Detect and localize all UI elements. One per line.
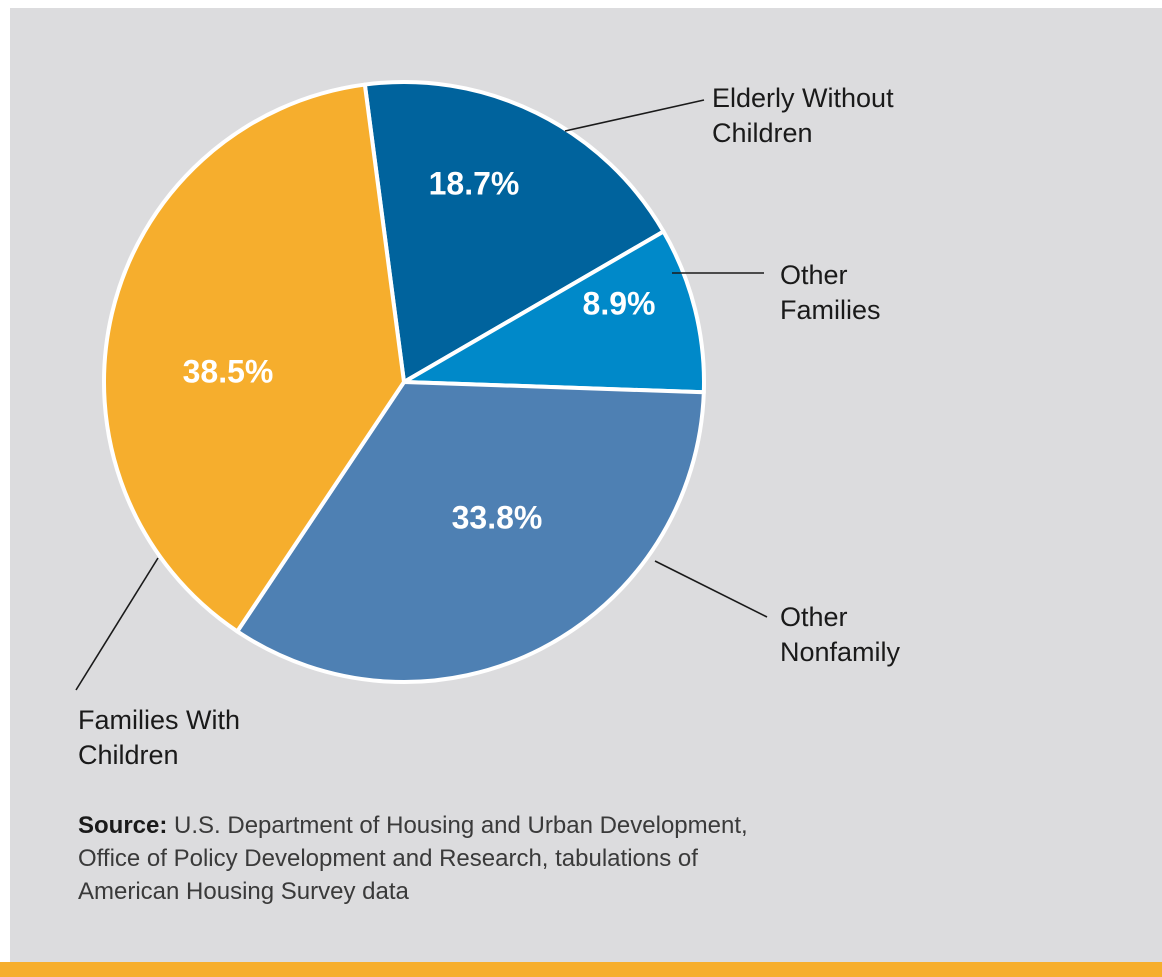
pie-slice xyxy=(362,80,666,384)
slice-value-labels: 18.7% 8.9% 33.8% 38.5% xyxy=(183,165,656,535)
slice-value-label: 33.8% xyxy=(452,499,543,535)
slice-value-label: 8.9% xyxy=(583,285,656,321)
slice-category-label: Families With Children xyxy=(78,705,240,770)
leader-lines xyxy=(75,99,768,691)
leader-line xyxy=(654,560,768,618)
slice-category-label: Other Families xyxy=(780,260,881,325)
pie-slice xyxy=(402,229,706,395)
leader-line xyxy=(75,557,159,691)
source-lead: Source: xyxy=(78,812,168,839)
pie-slice xyxy=(102,82,406,634)
pie-slices xyxy=(102,80,706,684)
slice-category-label: Elderly Without Children xyxy=(712,83,894,148)
slice-value-label: 38.5% xyxy=(183,353,274,389)
slice-category-labels: Elderly Without Children Other Families Othe… xyxy=(78,83,901,770)
source-text-2: Office of Policy Development and Researc… xyxy=(78,845,698,872)
accent-bar xyxy=(0,962,1162,977)
slice-category-label: Other Nonfamily xyxy=(780,602,901,667)
source-note: Source: U.S. Department of Housing and U… xyxy=(78,809,958,908)
slice-value-label: 18.7% xyxy=(429,165,520,201)
leader-line xyxy=(564,99,705,132)
source-text-3: American Housing Survey data xyxy=(78,878,409,905)
source-line-1: Source: U.S. Department of Housing and U… xyxy=(78,809,958,842)
source-text-1: U.S. Department of Housing and Urban Dev… xyxy=(167,812,748,839)
